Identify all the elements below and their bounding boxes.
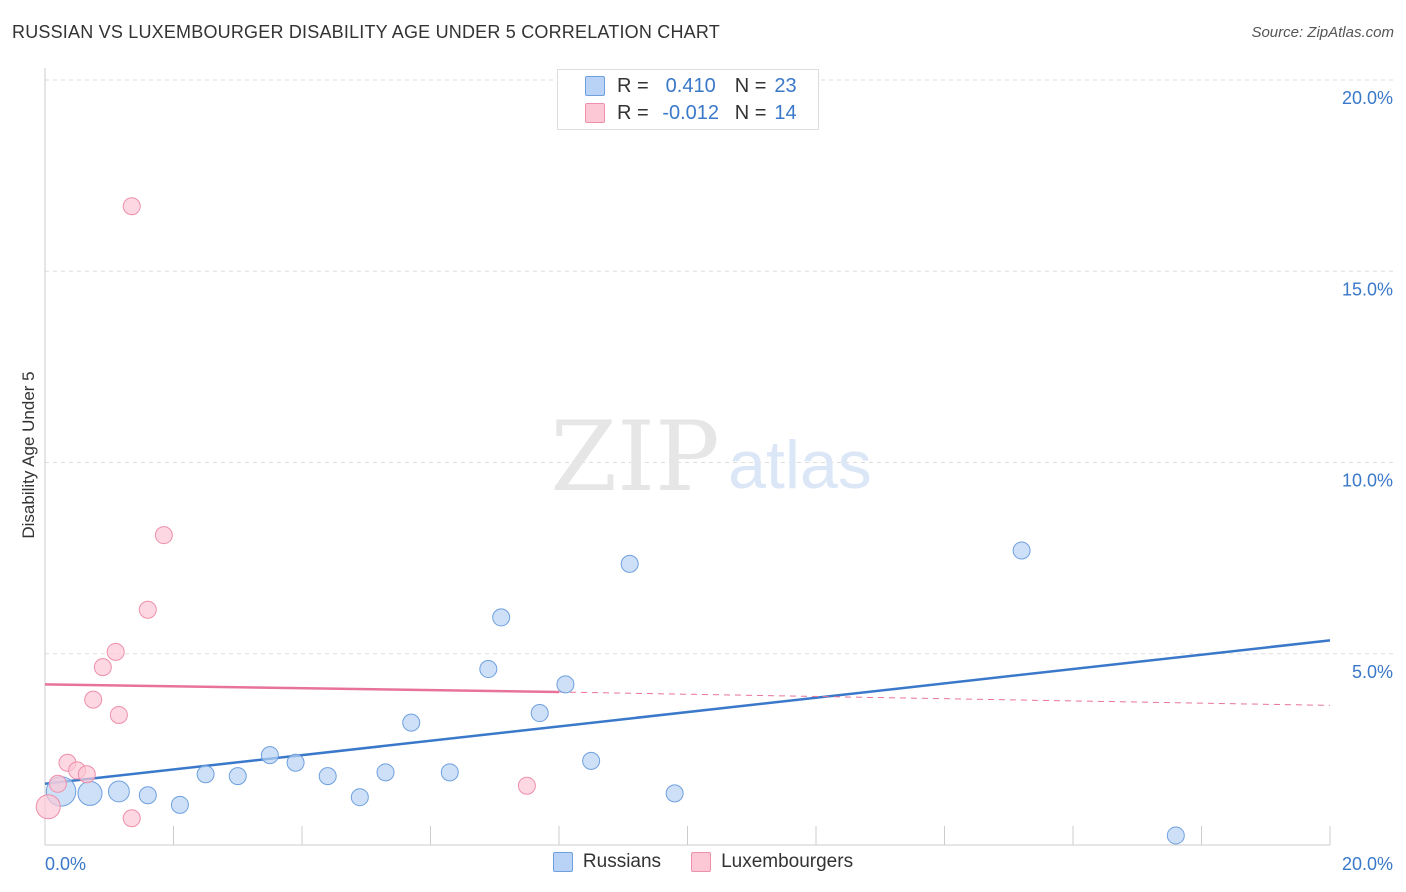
data-point [260,746,279,765]
data-point [318,767,337,786]
chart-title: RUSSIAN VS LUXEMBOURGER DISABILITY AGE U… [12,22,720,42]
trend-line [44,639,1331,786]
x-tick-label: 20.0% [1342,854,1393,874]
data-point [479,660,498,679]
y-tick-label: 20.0% [1342,88,1393,108]
legend-row-luxembourgers: R = -0.012 N = 14 [558,100,797,126]
legend-swatch-blue [585,76,605,96]
y-tick-label: 15.0% [1342,279,1393,299]
data-point [517,776,536,795]
y-tick-label: 10.0% [1342,471,1393,491]
legend-n-value: 14 [774,101,797,124]
x-tick-label: 0.0% [45,854,86,874]
y-axis-label: Disability Age Under 5 [19,371,38,538]
data-point [84,690,103,709]
data-point [582,751,601,770]
legend-swatch-pink [585,103,605,123]
legend-r-value: 0.410 [665,74,716,97]
grid-lines [45,79,1393,655]
bottom-legend-russians[interactable]: Russians [552,851,662,873]
data-point [122,197,141,216]
data-point [556,675,575,694]
data-point [1012,541,1031,560]
legend-r-label: R = [617,101,649,124]
data-point [35,794,61,820]
data-point [286,753,305,772]
bottom-legend-swatch-blue [552,852,573,872]
watermark: ZIP atlas [550,401,871,513]
data-point [138,600,157,619]
data-point [228,767,247,786]
tick-labels: 5.0% 10.0% 15.0% 20.0% 0.0% 20.0% [45,88,1393,874]
bottom-legend-label: Russians [582,851,662,872]
axes [44,68,1331,846]
data-point [492,608,511,627]
data-point [350,788,369,807]
data-point [107,780,130,803]
legend-r-value: -0.012 [662,101,720,124]
legend: R = 0.410 N = 23 R = -0.012 N = 14 [557,69,819,130]
legend-r-label: R = [617,74,649,97]
data-point [665,784,684,803]
data-point [196,765,215,784]
bottom-legend-luxembourgers[interactable]: Luxembourgers [691,851,853,873]
bottom-legend: Russians Luxembourgers [0,851,1406,873]
data-point [106,642,125,661]
data-point [154,526,173,545]
data-point [376,763,395,782]
data-point [530,704,549,723]
watermark-atlas: atlas [728,427,872,503]
scatter-points [35,197,1185,845]
data-point [1166,826,1185,845]
trend-lines [44,639,1331,786]
legend-n-value: 23 [774,74,797,97]
source-label: Source: ZipAtlas.com [1251,24,1394,41]
data-point [77,765,96,784]
data-point [48,774,67,793]
data-point [109,705,128,724]
data-point [170,795,189,814]
data-point [402,713,421,732]
bottom-legend-swatch-pink [691,852,712,872]
legend-row-russians: R = 0.410 N = 23 [558,73,797,99]
trend-line-extension [558,691,1331,706]
data-point [440,763,459,782]
data-point [93,658,112,677]
data-point [122,809,141,828]
legend-n-label: N = [734,74,767,97]
data-point [620,554,639,573]
bottom-legend-label: Luxembourgers [721,851,854,872]
data-point [77,780,103,806]
watermark-zip: ZIP [550,401,719,513]
y-tick-label: 5.0% [1352,662,1393,682]
trend-line [44,683,560,694]
data-point [138,786,157,805]
legend-n-label: N = [734,101,767,124]
